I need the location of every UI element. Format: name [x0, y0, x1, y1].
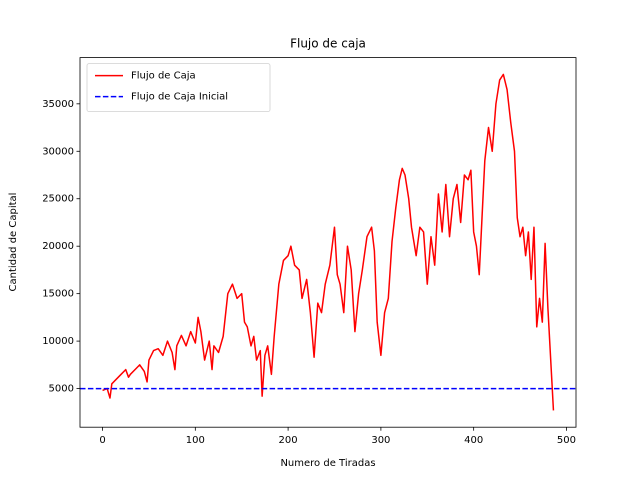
x-tick-label: 500	[557, 435, 576, 446]
y-tick-label: 30000	[42, 146, 74, 157]
legend-label: Flujo de Caja Inicial	[131, 92, 228, 103]
y-tick-label: 15000	[42, 289, 74, 300]
legend: Flujo de Caja Flujo de Caja Inicial	[86, 63, 271, 112]
legend-box	[86, 63, 271, 112]
chart-title: Flujo de caja	[290, 37, 366, 51]
y-tick-label: 35000	[42, 99, 74, 110]
y-tick-label: 10000	[42, 336, 74, 347]
x-axis-label: Numero de Tiradas	[280, 458, 375, 469]
y-axis-label: Cantidad de Capital	[8, 193, 19, 292]
plot-frame	[79, 57, 577, 428]
x-tick-label: 400	[464, 435, 483, 446]
x-tick-label: 100	[186, 435, 205, 446]
series-line	[102, 73, 555, 411]
x-tick-label: 200	[279, 435, 298, 446]
y-tick-label: 20000	[42, 241, 74, 252]
y-tick-label: 5000	[49, 384, 74, 395]
legend-label: Flujo de Caja	[131, 71, 196, 82]
y-tick-label: 25000	[42, 194, 74, 205]
x-tick-label: 300	[371, 435, 390, 446]
x-tick-label: 0	[99, 435, 105, 446]
